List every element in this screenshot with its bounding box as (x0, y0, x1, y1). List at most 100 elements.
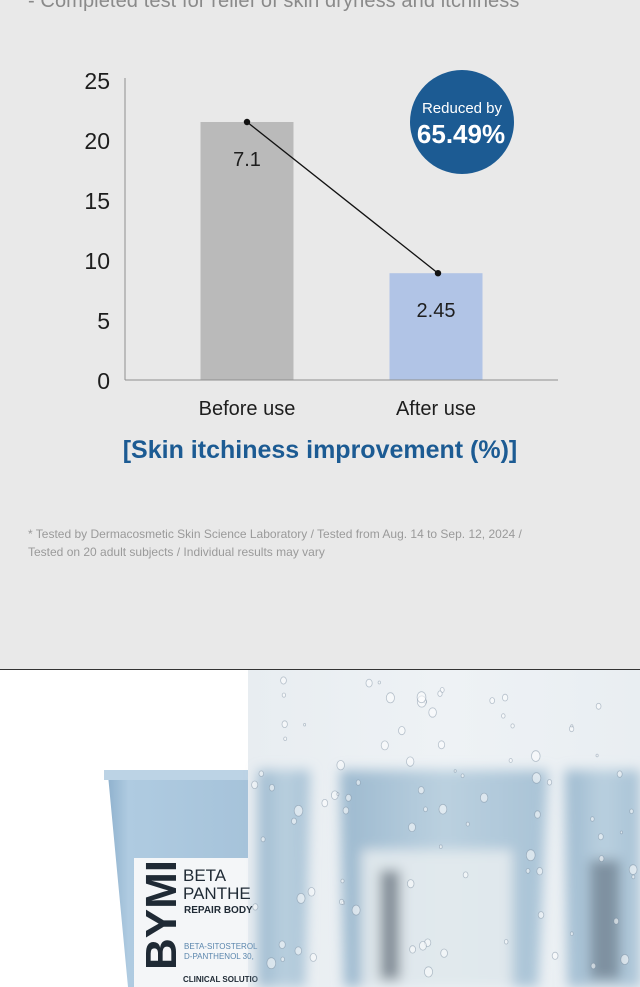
water-droplet (339, 898, 345, 905)
water-droplet (536, 867, 543, 876)
section-subtitle: - Completed test for relief of skin dryn… (28, 0, 520, 12)
y-tick-label: 10 (84, 248, 110, 274)
water-droplet (531, 750, 541, 762)
product-name-line1: BETA (183, 866, 227, 885)
water-droplet (628, 864, 638, 875)
water-droplet (260, 836, 266, 843)
product-ingredient-1: BETA-SITOSTEROL (184, 942, 258, 951)
water-droplet (336, 792, 340, 796)
water-droplet (620, 954, 630, 965)
badge-line1: Reduced by (422, 100, 503, 117)
water-droplet (342, 806, 350, 815)
water-droplet (283, 736, 288, 741)
y-tick-label: 15 (84, 188, 110, 214)
product-tube: BYMI BETA PANTHE REPAIR BODY BETA-SITOST… (104, 770, 258, 987)
water-droplet (504, 939, 509, 945)
water-droplets (251, 676, 638, 978)
water-droplet (462, 871, 469, 879)
water-droplet (296, 892, 306, 904)
water-droplet (293, 805, 304, 817)
bar-1 (200, 122, 294, 380)
trend-point-2 (434, 270, 442, 277)
water-droplet (595, 753, 599, 758)
water-droplet (465, 821, 470, 827)
water-droplet (355, 779, 361, 786)
water-droplet (385, 692, 395, 704)
product-brand: BYMI (137, 860, 186, 970)
water-droplet (351, 904, 361, 916)
data-label-1: 7.1 (233, 149, 261, 171)
water-droplet (418, 940, 427, 951)
water-droplet (631, 874, 636, 880)
water-droplet (534, 810, 541, 819)
water-droplet (281, 720, 288, 728)
category-label-2: After use (396, 398, 476, 420)
product-tube-image: BYMI BETA PANTHE REPAIR BODY BETA-SITOST… (104, 676, 640, 987)
water-droplet (409, 945, 417, 954)
water-droplet (525, 849, 536, 862)
water-droplet (613, 917, 619, 925)
water-droplet (629, 808, 634, 814)
water-droplet (619, 830, 623, 835)
water-droplet (365, 678, 373, 688)
badge-line2: 65.49% (417, 119, 505, 149)
chart-section: - Completed test for relief of skin dryn… (28, 0, 608, 561)
product-clinical: CLINICAL SOLUTIO (183, 975, 258, 984)
trend-point-1 (243, 118, 251, 126)
water-droplet (501, 693, 509, 702)
water-droplet (438, 803, 448, 815)
water-droplet (437, 740, 446, 750)
section-divider (0, 669, 640, 670)
bar-2 (389, 273, 483, 380)
badge-circle (410, 70, 514, 174)
water-droplet (546, 779, 553, 786)
footnote: * Tested by Dermacosmetic Skin Science L… (28, 525, 608, 561)
water-droplet (595, 702, 602, 710)
water-droplet (489, 697, 496, 705)
water-droplet (380, 740, 389, 751)
water-droplet (252, 903, 259, 911)
footnote-line-1: * Tested by Dermacosmetic Skin Science L… (28, 527, 522, 541)
water-droplet (510, 723, 515, 729)
y-tick-label: 20 (84, 128, 110, 154)
water-droplet (309, 952, 317, 962)
water-droplet (345, 793, 352, 802)
water-droplet (438, 844, 443, 849)
water-droplet (280, 956, 285, 962)
water-droplet (266, 957, 277, 970)
product-name-line2: PANTHE (183, 884, 251, 903)
water-droplet (616, 770, 623, 778)
water-droplet (460, 773, 465, 779)
water-droplet (423, 966, 433, 978)
product-name-line3: REPAIR BODY (184, 905, 253, 916)
water-droplet (398, 726, 406, 736)
chart-title: [Skin itchiness improvement (%)] (122, 436, 518, 464)
water-droplet (251, 780, 259, 789)
water-droplet (551, 951, 559, 960)
water-droplet (278, 940, 286, 949)
water-droplet (294, 946, 302, 956)
water-droplet (531, 772, 542, 784)
footnote-line-2: Tested on 20 adult subjects / Individual… (28, 545, 325, 559)
water-droplet (377, 680, 381, 685)
data-label-2: 2.45 (417, 300, 456, 322)
y-tick-label: 0 (97, 368, 110, 394)
water-droplet (597, 833, 604, 841)
product-image-section: BYMI BETA PANTHE REPAIR BODY BETA-SITOST… (0, 670, 640, 987)
category-label-1: Before use (199, 398, 296, 420)
trend-line (246, 121, 439, 274)
bar-chart: 0 5 10 15 20 25 7.1 2.45 Before use After use R… (84, 68, 558, 420)
water-droplet (408, 822, 416, 833)
water-droplet (407, 879, 415, 889)
water-droplet (590, 816, 595, 822)
product-ingredient-2: D-PANTHENOL 30, (184, 952, 254, 961)
water-droplet (307, 887, 316, 897)
water-droplet (268, 783, 275, 792)
water-droplet (598, 855, 605, 863)
water-droplet (340, 878, 345, 884)
water-droplet (508, 758, 513, 763)
water-droplet (417, 786, 425, 795)
water-droplet (258, 770, 264, 777)
y-tick-label: 5 (97, 308, 110, 334)
water-droplet (569, 931, 574, 937)
